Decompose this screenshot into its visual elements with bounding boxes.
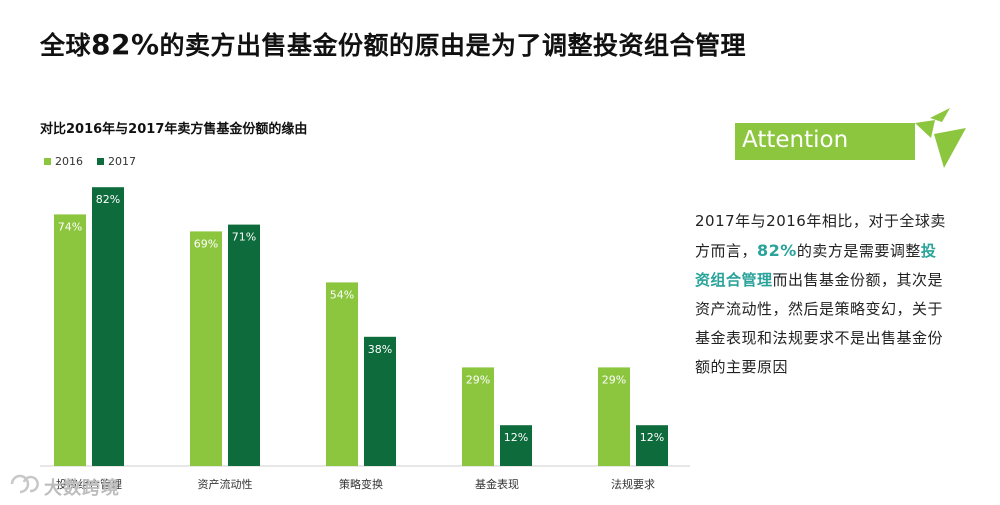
bar-2016-0 xyxy=(54,214,86,466)
page-title: 全球82%的卖方出售基金份额的原由是为了调整投资组合管理 xyxy=(40,26,746,62)
data-label-2016-3: 29% xyxy=(466,373,490,386)
watermark-text: 大数跨境 xyxy=(44,478,120,499)
legend-swatch-2017 xyxy=(97,158,104,165)
data-label-2016-4: 29% xyxy=(602,373,626,386)
attention-label: Attention xyxy=(742,127,849,153)
note-highlight: 投资组合管理 xyxy=(695,242,937,289)
legend-item-2017: 2017 xyxy=(97,155,136,168)
data-label-2016-0: 74% xyxy=(58,220,82,233)
bar-2016-1 xyxy=(190,231,222,466)
bar-2016-4 xyxy=(598,367,630,466)
attention-arrow-icon xyxy=(930,108,966,168)
bar-chart: 74% 82% 投资组合管理 69% 71% 资产流动性 54% 38% 策略变换 29% 12% 基… xyxy=(40,187,690,491)
chart-title: 对比2016年与2017年卖方售基金份额的缘由 xyxy=(40,122,308,137)
page-title-highlight: 82% xyxy=(91,28,160,61)
bar-2017-0 xyxy=(92,187,124,466)
bar-2016-2 xyxy=(326,282,358,466)
note-text: 2017年与2016年相比，对于全球卖方而言，82%的卖方是需要调整投资组合管理… xyxy=(695,207,950,382)
legend-label-2016: 2016 xyxy=(55,155,83,168)
bar-2017-1 xyxy=(228,224,260,466)
data-label-2016-2: 54% xyxy=(330,288,354,301)
page-title-prefix: 全球 xyxy=(40,31,92,60)
bar-2017-3 xyxy=(500,425,532,466)
category-label-2: 策略变换 xyxy=(339,477,383,491)
note-part1: 2017年与2016年相比，对于全球卖方而言， xyxy=(695,212,946,260)
bar-2017-4 xyxy=(636,425,668,466)
attention-banner xyxy=(735,120,935,160)
category-label-1: 资产流动性 xyxy=(198,477,253,491)
page-title-suffix: 的卖方出售基金份额的原由是为了调整投资组合管理 xyxy=(159,31,747,60)
chart-legend: 2016 2017 xyxy=(44,155,136,168)
category-label-0: 投资组合管理 xyxy=(56,477,122,491)
data-label-2017-0: 82% xyxy=(96,193,120,206)
category-label-3: 基金表现 xyxy=(475,477,519,491)
data-label-2017-1: 71% xyxy=(232,231,256,244)
note-part2: 的卖方是需要调整 xyxy=(796,242,921,260)
watermark-logo-icon xyxy=(10,474,39,494)
note-part3: 而出售基金份额，其次是资产流动性，然后是策略变幻，关于基金表现和法规要求不是出售… xyxy=(695,271,944,376)
data-label-2017-4: 12% xyxy=(640,431,664,444)
bar-2017-2 xyxy=(364,336,396,466)
data-label-2017-2: 38% xyxy=(368,343,392,356)
data-label-2016-1: 69% xyxy=(194,237,218,250)
note-percent: 82% xyxy=(757,241,797,260)
bar-2016-3 xyxy=(462,367,494,466)
legend-item-2016: 2016 xyxy=(44,155,83,168)
legend-swatch-2016 xyxy=(44,158,51,165)
category-label-4: 法规要求 xyxy=(611,477,655,491)
legend-label-2017: 2017 xyxy=(108,155,136,168)
data-label-2017-3: 12% xyxy=(504,431,528,444)
